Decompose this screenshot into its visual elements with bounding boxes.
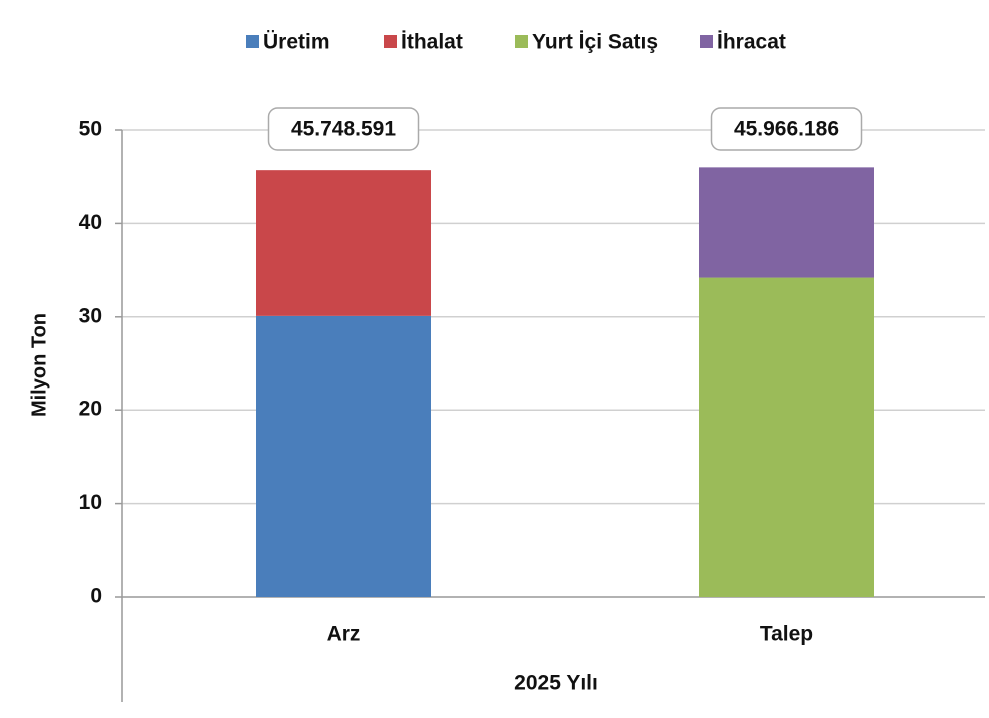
bar-segment [256, 315, 431, 597]
y-tick-label: 20 [79, 398, 102, 421]
legend-swatch [515, 35, 528, 48]
legend-label: İhracat [717, 31, 786, 54]
legend-swatch [384, 35, 397, 48]
y-tick-label: 10 [79, 491, 102, 514]
x-axis-title: 2025 Yılı [514, 672, 598, 695]
total-label: 45.748.591 [291, 118, 396, 141]
y-tick-label: 40 [79, 211, 102, 234]
y-tick-label: 0 [90, 585, 102, 608]
total-label-box [710, 107, 863, 151]
bar-segment [699, 277, 874, 597]
legend-label: Yurt İçi Satış [532, 31, 658, 54]
y-axis-title: Milyon Ton [28, 313, 50, 417]
legend-swatch [246, 35, 259, 48]
legend-label: İthalat [401, 31, 463, 54]
y-tick-label: 30 [79, 304, 102, 327]
x-tick-label: Arz [327, 623, 361, 646]
total-label: 45.966.186 [734, 118, 839, 141]
bar-segment [256, 170, 431, 316]
total-label-box [267, 107, 420, 151]
legend-label: Üretim [263, 31, 330, 54]
legend-swatch [700, 35, 713, 48]
x-tick-label: Talep [760, 623, 813, 646]
bar-segment [699, 167, 874, 278]
y-tick-label: 50 [79, 118, 102, 141]
